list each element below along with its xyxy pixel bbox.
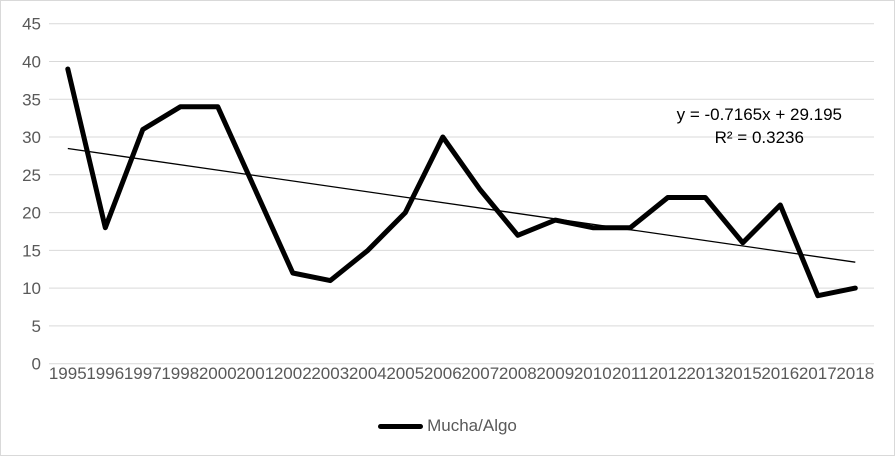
x-tick-label: 2011 <box>612 364 649 383</box>
x-tick-label: 2010 <box>574 364 612 383</box>
y-tick-label: 40 <box>22 52 41 71</box>
y-tick-label: 45 <box>22 15 41 34</box>
x-tick-label: 2016 <box>761 364 799 383</box>
y-tick-label: 5 <box>32 317 41 336</box>
legend: Mucha/Algo <box>1 415 894 437</box>
x-tick-label: 2002 <box>274 364 312 383</box>
x-tick-label: 2018 <box>836 364 874 383</box>
trendline-r-squared: R² = 0.3236 <box>714 128 804 147</box>
x-tick-label: 2005 <box>386 364 424 383</box>
x-tick-label: 2007 <box>461 364 499 383</box>
x-tick-label: 2006 <box>424 364 462 383</box>
legend-series-label: Mucha/Algo <box>427 416 517 435</box>
x-tick-label: 2015 <box>724 364 762 383</box>
y-tick-label: 15 <box>22 241 41 260</box>
x-tick-label: 1998 <box>161 364 199 383</box>
trendline-annotation: y = -0.7165x + 29.195 R² = 0.3236 <box>677 103 842 149</box>
legend-line-swatch <box>378 423 424 429</box>
trendline <box>67 147 856 263</box>
y-tick-label: 30 <box>22 128 41 147</box>
x-tick-label: 2001 <box>236 364 274 383</box>
y-tick-label: 0 <box>32 355 41 374</box>
x-tick-label: 2013 <box>686 364 724 383</box>
y-tick-label: 20 <box>22 204 41 223</box>
x-tick-label: 2004 <box>349 364 387 383</box>
x-tick-label: 1997 <box>124 364 162 383</box>
series-line-mucha-algo <box>65 66 858 299</box>
x-tick-label: 1996 <box>86 364 124 383</box>
x-tick-label: 2000 <box>199 364 237 383</box>
x-tick-label: 2017 <box>799 364 837 383</box>
x-tick-label: 2012 <box>649 364 687 383</box>
x-tick-label: 2009 <box>536 364 574 383</box>
y-tick-label: 35 <box>22 90 41 109</box>
x-tick-label: 2003 <box>311 364 349 383</box>
x-tick-label: 2008 <box>499 364 537 383</box>
x-tick-label: 1995 <box>49 364 87 383</box>
y-tick-label: 25 <box>22 166 41 185</box>
trendline-equation: y = -0.7165x + 29.195 <box>676 105 842 124</box>
y-tick-label: 10 <box>22 279 41 298</box>
